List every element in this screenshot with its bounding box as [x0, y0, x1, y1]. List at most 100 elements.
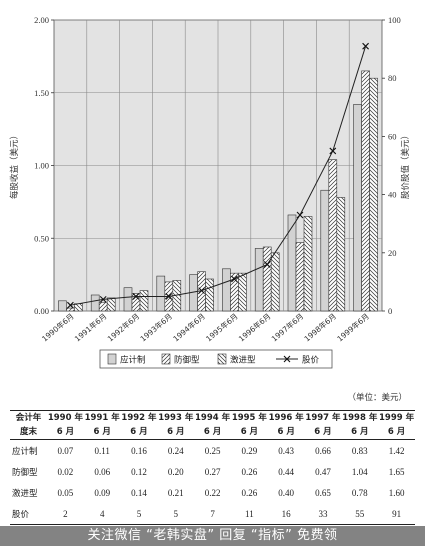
bar-激进型-1997年6月 [303, 216, 313, 312]
table-cell: 0.78 [351, 487, 368, 498]
legend-swatch-防御型 [161, 353, 171, 365]
x-tick-label: 1993年6月 [138, 311, 174, 344]
bar-激进型-1995年6月 [238, 272, 247, 312]
table-header-year: 1994 年 [194, 410, 231, 425]
table-header-month: 6 月 [194, 425, 231, 440]
y-axis-title: 每股收益（美元） [9, 131, 20, 199]
y-tick-label: 2.00 [34, 15, 49, 25]
bar-激进型-1996年6月 [270, 252, 280, 312]
table-cell: 1.42 [388, 445, 405, 456]
table-header-year: 1990 年 [47, 410, 84, 425]
table-cell: 0.43 [278, 445, 295, 456]
bar-应计制-1996年6月 [254, 248, 264, 312]
table-cell: 0.20 [167, 466, 184, 477]
bar-防御型-1998年6月 [328, 159, 338, 312]
x-tick-label: 1994年6月 [171, 311, 207, 344]
table-header-month: 6 月 [120, 425, 158, 440]
x-tick-label: 1996年6月 [236, 311, 272, 344]
legend-swatch-激进型 [217, 353, 227, 365]
y2-axis-title: 股价股值（美元） [400, 131, 411, 199]
legend-box [99, 349, 333, 369]
table-cell: 1.65 [388, 466, 405, 477]
table-cell: 0.83 [351, 445, 368, 456]
table-cell: 5 [120, 503, 158, 525]
bar-应计制-1995年6月 [222, 268, 231, 312]
bar-防御型-1999年6月 [361, 70, 370, 312]
price-line-path [70, 46, 367, 306]
y-tick-label: 1.50 [34, 88, 49, 98]
right-axis: 0 20 40 60 80 100 [382, 15, 401, 316]
x-axis: 1990年6月1991年6月1992年6月1993年6月1994年6月1995年… [39, 311, 370, 344]
bar-防御型-1991年6月 [98, 301, 108, 312]
bar-应计制-1993年6月 [156, 275, 166, 312]
price-marker-1993年6月 [165, 293, 173, 300]
price-marker-1995年6月 [231, 275, 238, 283]
y-tick-label: 0.00 [34, 306, 49, 316]
bar-应计制-1990年6月 [58, 300, 67, 312]
table-header-year: 1992 年 [120, 410, 158, 425]
bar-应计制-1998年6月 [320, 189, 330, 312]
table-header-month: 6 月 [304, 425, 342, 440]
table-header-month: 6 月 [341, 425, 379, 440]
table-cell: 0.24 [167, 445, 184, 456]
table-cell: 0.66 [315, 445, 331, 456]
price-marker-1992年6月 [132, 293, 140, 300]
table-header-month: 6 月 [83, 425, 121, 440]
bar-激进型-1991年6月 [106, 297, 116, 312]
legend-label-股价: 股价 [302, 356, 320, 366]
table-cell: 0.26 [241, 466, 258, 477]
table-row: 防御型 0.02 0.06 0.12 0.20 0.27 0.26 0.44 0.47 1.04 1… [10, 461, 415, 482]
price-line [67, 42, 369, 309]
table-cell: 0.25 [204, 445, 221, 456]
table-cell: 1.04 [351, 466, 368, 477]
price-marker-1990年6月 [67, 301, 74, 309]
table-row-label: 应计制 [12, 446, 38, 457]
x-tick-label: 1992年6月 [105, 311, 141, 344]
bar-应计制-1991年6月 [90, 294, 100, 312]
table-header-year: 1993 年 [157, 410, 195, 425]
table-header-year: 1996 年 [267, 410, 305, 425]
data-table: 会计年 1990 年 1991 年 1992 年 1993 年 1994 年 1995 年… [10, 410, 415, 525]
table-row: 激进型 0.05 0.09 0.14 0.21 0.22 0.26 0.40 0.65 0.78 1… [10, 482, 415, 503]
y2-tick-label: 60 [388, 131, 397, 141]
table-cell: 4 [83, 503, 121, 525]
watermark: 关注微信 “老韩实盘” 回复 “指标” 免费领 [0, 526, 425, 546]
table-cell: 0.07 [57, 445, 74, 456]
price-marker-1996年6月 [263, 261, 271, 268]
table-cell: 33 [304, 503, 342, 525]
table-header-year: 1998 年 [341, 410, 379, 425]
bar-防御型-1996年6月 [262, 246, 272, 312]
y2-tick-label: 20 [388, 248, 397, 258]
chart: 0.00 0.50 1.00 1.50 2.00 0 20 40 60 80 100 1990年6… [9, 15, 411, 369]
table-header-year: 1995 年 [230, 410, 268, 425]
y-tick-label: 1.00 [34, 161, 49, 171]
bar-应计制-1999年6月 [353, 104, 362, 312]
bar-激进型-1992年6月 [139, 290, 149, 312]
table-row-label: 股价 [10, 503, 47, 525]
table-cell: 11 [230, 503, 268, 525]
legend-swatch-应计制 [107, 353, 117, 365]
bar-应计制-1997年6月 [287, 214, 297, 312]
price-marker-1998年6月 [329, 147, 337, 155]
price-marker-1999年6月 [362, 42, 369, 50]
table-cell: 0.27 [204, 466, 221, 477]
table-cell: 0.29 [241, 445, 258, 456]
table-cell: 0.21 [167, 487, 184, 498]
legend-marker-股价 [283, 355, 291, 363]
table-cell: 0.65 [315, 487, 331, 498]
table-row: 股价 2 4 5 5 7 11 16 33 55 91 [10, 503, 415, 525]
table-cell: 7 [194, 503, 231, 525]
bar-防御型-1997年6月 [295, 242, 305, 312]
table-header-years: 会计年 1990 年 1991 年 1992 年 1993 年 1994 年 1995 年… [10, 410, 415, 425]
y2-tick-label: 100 [388, 15, 401, 25]
price-marker-1997年6月 [296, 211, 304, 219]
legend: 应计制 防御型 激进型 股价 [99, 349, 333, 369]
x-tick-label: 1991年6月 [72, 311, 108, 344]
price-marker-1991年6月 [99, 295, 107, 303]
left-axis: 0.00 0.50 1.00 1.50 2.00 [34, 15, 54, 316]
bar-防御型-1990年6月 [66, 307, 75, 312]
table-header-month: 6 月 [157, 425, 195, 440]
table-cell: 0.05 [57, 487, 74, 498]
y2-tick-label: 80 [388, 73, 397, 83]
